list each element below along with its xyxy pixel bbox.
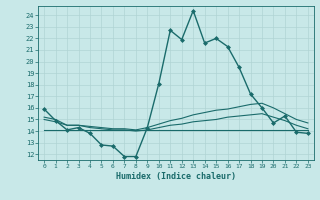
X-axis label: Humidex (Indice chaleur): Humidex (Indice chaleur): [116, 172, 236, 181]
